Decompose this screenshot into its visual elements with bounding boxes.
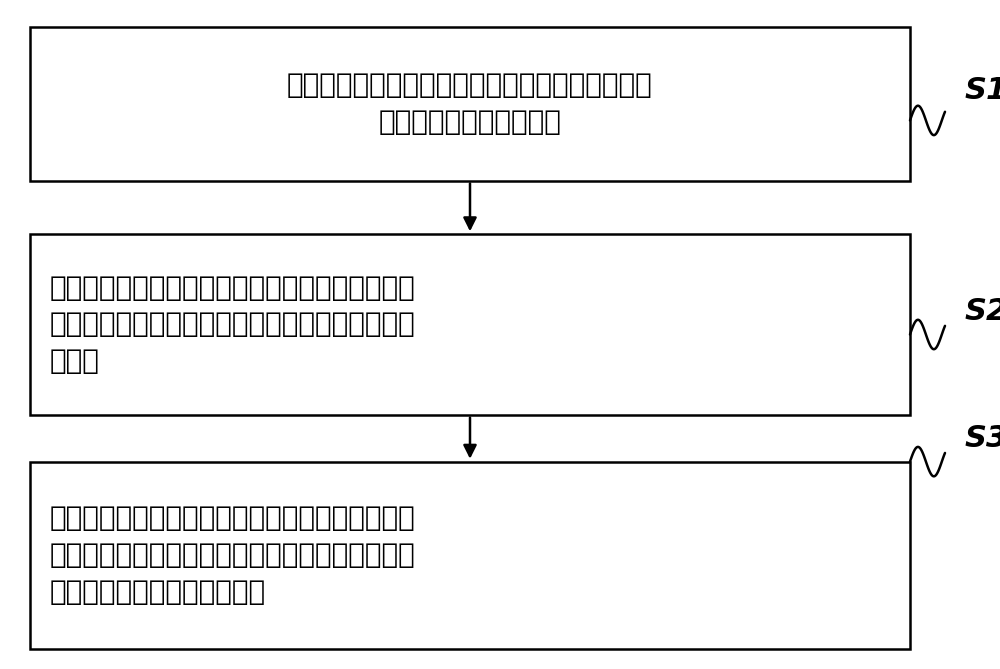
Text: 判断二级吸气过热度是否小于预设吸气过热度下限: 判断二级吸气过热度是否小于预设吸气过热度下限 [50,274,416,302]
Text: 则对补气阀进行开度调小控制: 则对补气阀进行开度调小控制 [50,578,266,606]
Bar [30,27,910,181]
Bar [30,462,910,649]
Text: 值，或者二级排气过热度是否小于预设排气过热度: 值，或者二级排气过热度是否小于预设排气过热度 [50,310,416,339]
Bar [30,234,910,415]
Text: 下限值: 下限值 [50,347,100,375]
Text: S3: S3 [965,423,1000,453]
Text: S2: S2 [965,296,1000,326]
Text: 获取二级吸气口处的二级吸气过热度，或者二级排: 获取二级吸气口处的二级吸气过热度，或者二级排 [287,72,653,99]
Text: S1: S1 [965,76,1000,105]
Text: 或者二级排气过热度小于预设排气过热度下限值，: 或者二级排气过热度小于预设排气过热度下限值， [50,541,416,569]
Text: 如果二级吸气过热度小于预设吸气过热度下限值，: 如果二级吸气过热度小于预设吸气过热度下限值， [50,504,416,533]
Text: 气口处的二级排气过热度: 气口处的二级排气过热度 [379,108,561,136]
